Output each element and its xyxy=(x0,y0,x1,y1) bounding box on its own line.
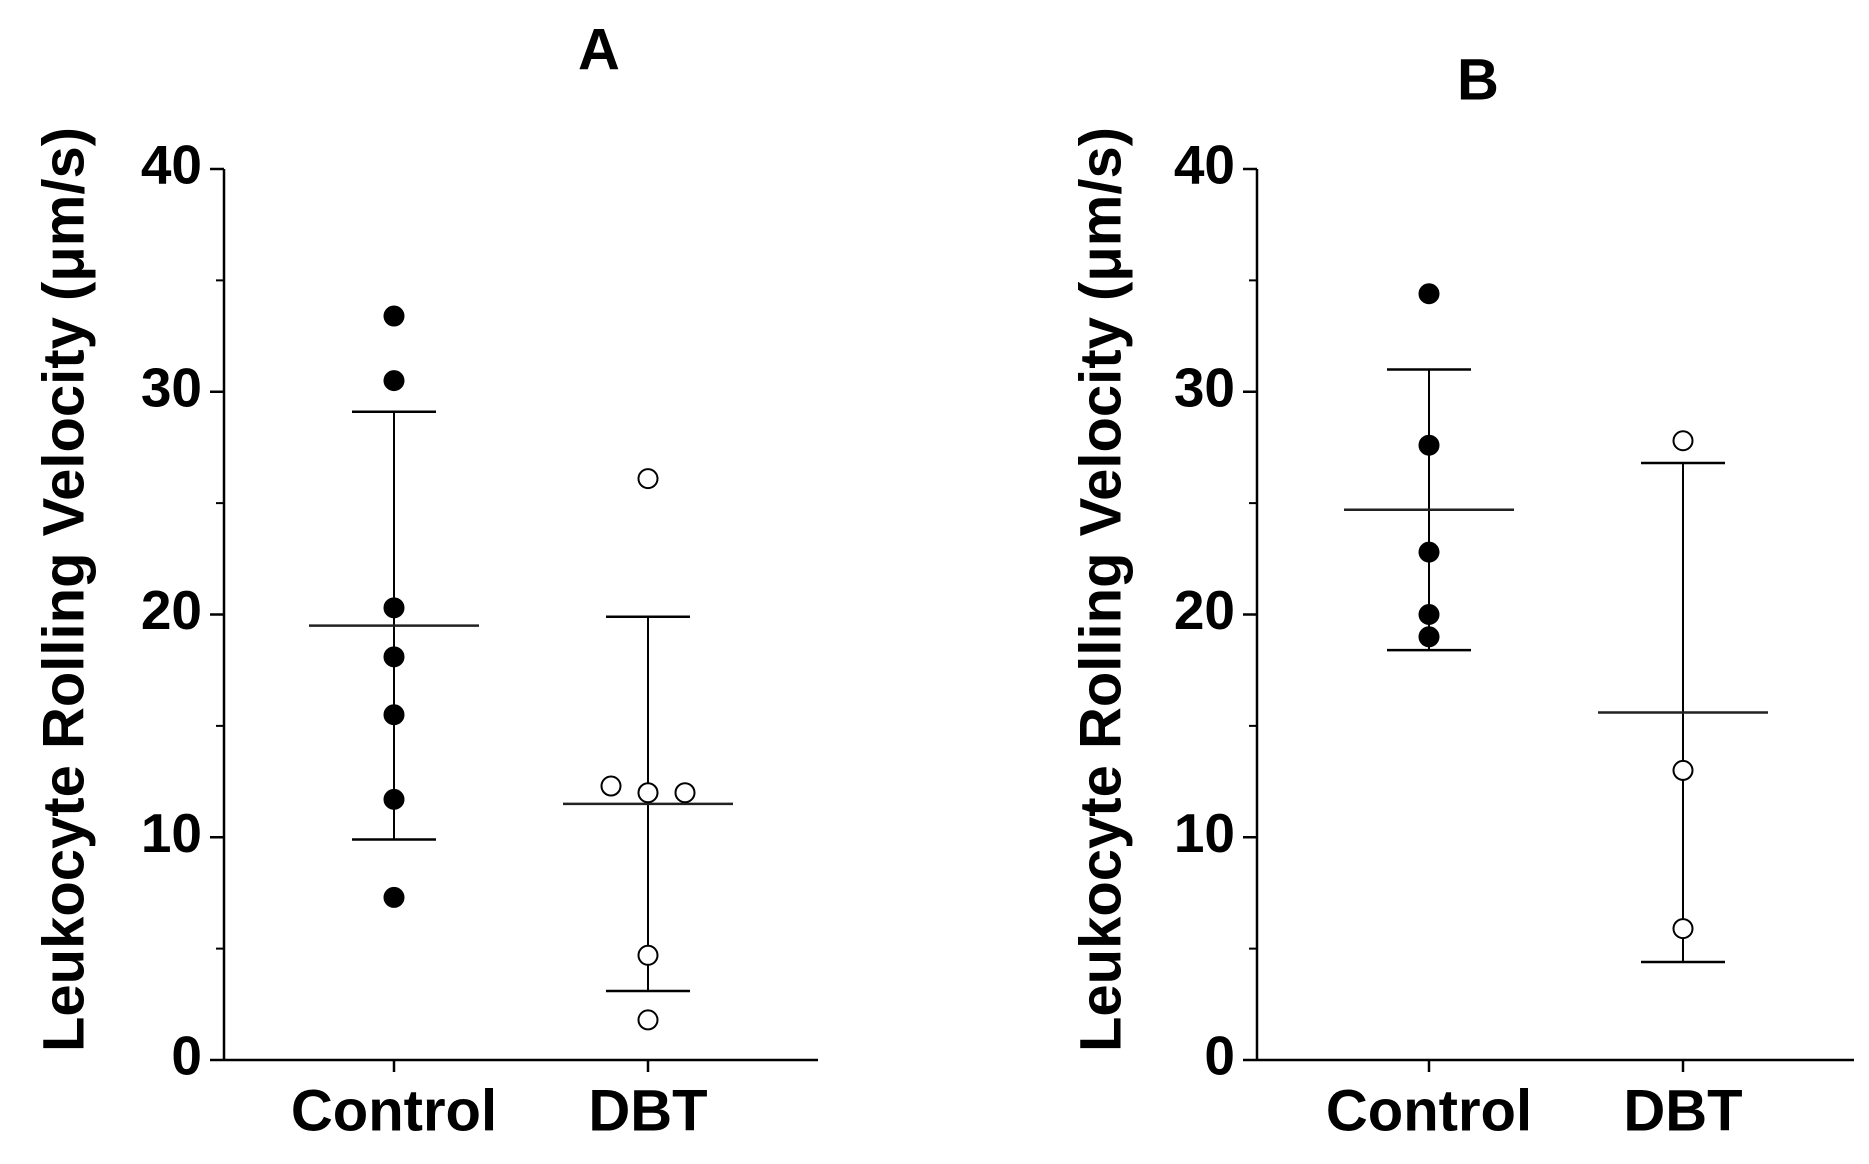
y-tick-label: 40 xyxy=(1174,134,1235,196)
y-axis-label: Leukocyte Rolling Velocity (μm/s) xyxy=(1068,127,1133,1052)
data-point xyxy=(383,646,405,668)
y-tick-label: 20 xyxy=(1174,579,1235,641)
data-point xyxy=(1672,918,1694,940)
data-point xyxy=(1418,626,1440,648)
data-point xyxy=(1672,430,1694,452)
y-tick-label: 10 xyxy=(1174,802,1235,864)
y-axis-label: Leukocyte Rolling Velocity (μm/s) xyxy=(31,127,96,1052)
x-tick-label: Control xyxy=(1326,1078,1532,1143)
y-tick-label: 30 xyxy=(141,356,202,418)
data-point xyxy=(1672,759,1694,781)
y-tick-label: 20 xyxy=(141,579,202,641)
data-point xyxy=(383,704,405,726)
data-point xyxy=(383,305,405,327)
x-tick-label: Control xyxy=(291,1078,497,1143)
y-tick-label: 10 xyxy=(141,802,202,864)
x-tick-label: DBT xyxy=(588,1078,707,1143)
y-tick-label: 40 xyxy=(141,134,202,196)
data-point xyxy=(383,597,405,619)
data-point xyxy=(1418,434,1440,456)
data-point xyxy=(637,1009,659,1031)
data-point xyxy=(1418,283,1440,305)
x-tick-label: DBT xyxy=(1623,1078,1742,1143)
chart-title: A xyxy=(578,17,620,82)
data-point xyxy=(1418,541,1440,563)
data-point xyxy=(637,782,659,804)
data-point xyxy=(383,370,405,392)
data-point xyxy=(637,468,659,490)
data-point xyxy=(383,788,405,810)
data-point xyxy=(383,886,405,908)
y-tick-label: 0 xyxy=(171,1025,202,1087)
data-point xyxy=(1418,604,1440,625)
chart-title: B xyxy=(1457,47,1499,112)
y-tick-label: 0 xyxy=(1204,1025,1235,1087)
y-tick-label: 30 xyxy=(1174,356,1235,418)
data-point xyxy=(600,775,622,797)
data-point xyxy=(637,944,659,966)
data-point xyxy=(674,782,696,804)
